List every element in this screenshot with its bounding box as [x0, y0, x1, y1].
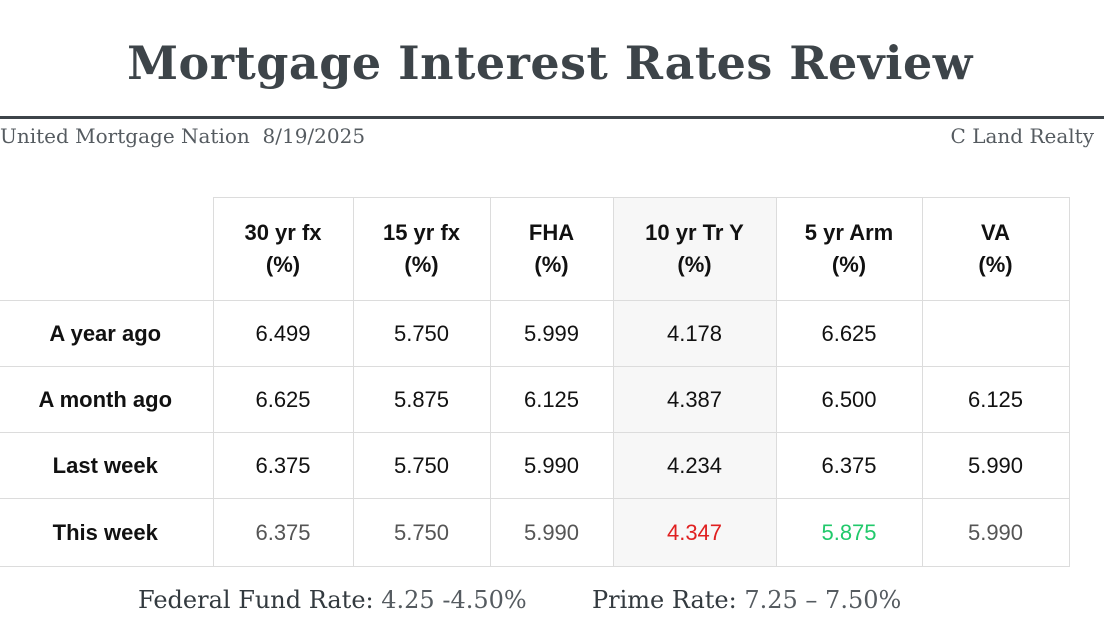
table-row-last-week: Last week 6.375 5.750 5.990 4.234 6.375 …: [0, 432, 1070, 499]
table-cell: 5.750: [352, 300, 491, 367]
table-cell: 6.625: [775, 300, 923, 367]
rates-footer: Federal Fund Rate: 4.25 -4.50% Prime Rat…: [138, 586, 901, 614]
table-cell: 6.125: [921, 366, 1070, 433]
page-title: Mortgage Interest Rates Review: [127, 36, 973, 90]
row-label: Last week: [0, 432, 214, 499]
column-header-15yr-fixed: 15 yr fx (%): [352, 197, 491, 301]
table-cell: 4.178: [612, 300, 777, 367]
column-header-fha: FHA (%): [489, 197, 614, 301]
column-header-5yr-arm: 5 yr Arm (%): [775, 197, 923, 301]
prime-rate-value: 7.25 – 7.50%: [744, 586, 902, 614]
table-cell: 5.990: [489, 498, 614, 567]
source-and-date: United Mortgage Nation 8/19/2025: [0, 124, 366, 148]
table-cell: 6.375: [212, 432, 354, 499]
row-label: This week: [0, 498, 214, 567]
table-cell: 5.875: [352, 366, 491, 433]
title-divider: [0, 116, 1104, 119]
table-cell: 5.999: [489, 300, 614, 367]
table-cell: 5.990: [921, 432, 1070, 499]
table-cell: 5.990: [489, 432, 614, 499]
table-cell: 4.234: [612, 432, 777, 499]
row-label: A month ago: [0, 366, 214, 433]
table-cell: 5.750: [352, 498, 491, 567]
table-cell-increase: 4.347: [612, 498, 777, 567]
table-cell: 6.500: [775, 366, 923, 433]
column-header-va: VA (%): [921, 197, 1070, 301]
table-row-this-week: This week 6.375 5.750 5.990 4.347 5.875 …: [0, 498, 1070, 567]
table-cell: 6.375: [212, 498, 354, 567]
table-row-month-ago: A month ago 6.625 5.875 6.125 4.387 6.50…: [0, 366, 1070, 433]
table-cell: 6.125: [489, 366, 614, 433]
fed-fund-rate-value: 4.25 -4.50%: [381, 586, 527, 614]
table-cell: [921, 300, 1070, 367]
row-label: A year ago: [0, 300, 214, 367]
table-cell: 5.990: [921, 498, 1070, 567]
table-cell: 5.750: [352, 432, 491, 499]
table-cell: 6.375: [775, 432, 923, 499]
table-row-year-ago: A year ago 6.499 5.750 5.999 4.178 6.625: [0, 300, 1070, 367]
rates-table: 30 yr fx (%) 15 yr fx (%) FHA (%) 10 yr Tr …: [0, 197, 1070, 567]
table-cell: 6.625: [212, 366, 354, 433]
table-cell: 6.499: [212, 300, 354, 367]
table-cell-decrease: 5.875: [775, 498, 923, 567]
table-corner-cell: [0, 197, 214, 301]
company-name: C Land Realty: [950, 124, 1094, 148]
prime-rate-label: Prime Rate:: [591, 586, 737, 614]
column-header-10yr-treasury: 10 yr Tr Y (%): [612, 197, 777, 301]
fed-fund-rate-label: Federal Fund Rate:: [138, 586, 374, 614]
column-header-30yr-fixed: 30 yr fx (%): [212, 197, 354, 301]
table-cell: 4.387: [612, 366, 777, 433]
table-header-row: 30 yr fx (%) 15 yr fx (%) FHA (%) 10 yr Tr …: [0, 197, 1070, 301]
